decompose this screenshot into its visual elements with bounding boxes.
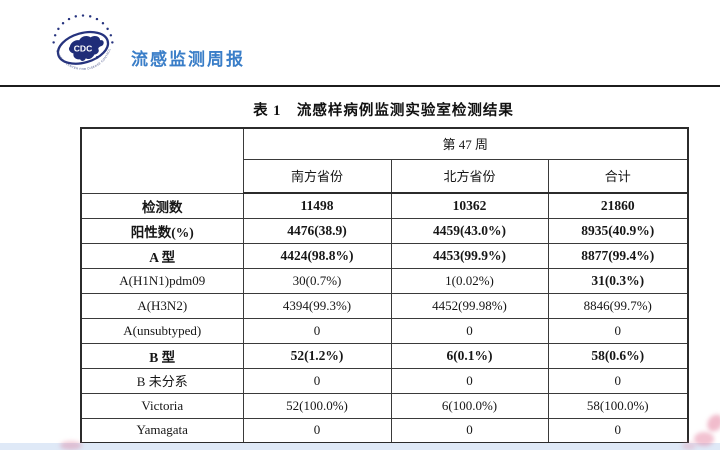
cell-value: 0 (390, 367, 549, 394)
row-label: Yamagata (80, 417, 244, 444)
cell-value: 52(100.0%) (242, 392, 392, 419)
page-title: 流感监测周报 (131, 50, 245, 69)
cell-value: 58(0.6%) (547, 342, 689, 369)
cell-value: 0 (242, 317, 392, 344)
cell-value: 1(0.02%) (390, 267, 549, 294)
row-label: A(H1N1)pdm09 (80, 267, 244, 294)
cell-value: 8877(99.4%) (547, 242, 689, 269)
cell-value: 11498 (242, 192, 392, 219)
cell-value: 4453(99.9%) (390, 242, 549, 269)
table-row: B 未分系 0 0 0 (80, 367, 689, 394)
cell-value: 4394(99.3%) (242, 292, 392, 319)
cell-value: 0 (390, 317, 549, 344)
cdc-logo-icon: CDC CHINESE CENTER FOR DISEASE CONTROL A… (44, 4, 114, 71)
pink-smudge-right (704, 411, 720, 435)
cell-value: 0 (547, 417, 689, 444)
header-divider (0, 85, 720, 87)
week-header-cell: 第 47 周 (242, 127, 689, 160)
table-row: B 型 52(1.2%) 6(0.1%) 58(0.6%) (80, 342, 689, 369)
row-label: B 型 (80, 342, 244, 369)
cell-value: 6(0.1%) (390, 342, 549, 369)
column-header-south: 南方省份 (242, 158, 392, 194)
cell-value: 4452(99.98%) (390, 292, 549, 319)
cell-value: 58(100.0%) (547, 392, 689, 419)
cdc-logo-text: CDC (74, 44, 93, 54)
table-row: A(H1N1)pdm09 30(0.7%) 1(0.02%) 31(0.3%) (80, 267, 689, 294)
cell-value: 21860 (547, 192, 689, 219)
cdc-ring-text: CHINESE CENTER FOR DISEASE CONTROL AND P… (45, 7, 112, 71)
bottom-strip (0, 443, 720, 450)
cell-value: 4476(38.9) (242, 217, 392, 244)
cell-value: 30(0.7%) (242, 267, 392, 294)
row-label: A(unsubtyped) (80, 317, 244, 344)
cell-value: 0 (547, 367, 689, 394)
cell-value: 31(0.3%) (547, 267, 689, 294)
column-header-total: 合计 (547, 158, 689, 194)
cell-value: 10362 (390, 192, 549, 219)
table-caption: 表 1 流感样病例监测实验室检测结果 (253, 103, 514, 119)
table-row: Yamagata 0 0 0 (80, 417, 689, 444)
row-label: B 未分系 (80, 367, 244, 394)
pink-smudge-left (60, 441, 82, 450)
cell-value: 4459(43.0%) (390, 217, 549, 244)
cell-value: 8935(40.9%) (547, 217, 689, 244)
cell-value: 4424(98.8%) (242, 242, 392, 269)
table-body: 检测数 11498 10362 21860 阳性数(%) 4476(38.9) 4459(4… (80, 192, 689, 444)
cell-value: 0 (242, 417, 392, 444)
column-header-row: 南方省份 北方省份 合计 (81, 158, 689, 194)
cdc-logo: CDC CHINESE CENTER FOR DISEASE CONTROL A… (44, 4, 121, 83)
cell-value: 52(1.2%) (242, 342, 392, 369)
results-table: 第 47 周 南方省份 北方省份 合计 检测数 11498 10362 21860 阳性… (80, 127, 690, 444)
week-header-row: 第 47 周 (80, 127, 689, 194)
column-header-north: 北方省份 (390, 158, 549, 194)
cell-value: 0 (547, 317, 689, 344)
pink-smudge-right (682, 442, 696, 450)
table-row: Victoria 52(100.0%) 6(100.0%) 58(100.0%) (80, 392, 689, 419)
row-label: Victoria (80, 392, 244, 419)
table-row: A 型 4424(98.8%) 4453(99.9%) 8877(99.4%) (80, 242, 689, 269)
cell-value: 0 (242, 367, 392, 394)
table-row: 阳性数(%) 4476(38.9) 4459(43.0%) 8935(40.9%) (80, 217, 689, 244)
row-label: A 型 (80, 242, 244, 269)
cell-value: 0 (390, 417, 549, 444)
cell-value: 8846(99.7%) (547, 292, 689, 319)
corner-cell (80, 127, 244, 194)
pink-smudge-right (694, 432, 714, 446)
row-label: A(H3N2) (80, 292, 244, 319)
table-row: 检测数 11498 10362 21860 (80, 192, 689, 219)
cell-value: 6(100.0%) (390, 392, 549, 419)
table-row: A(unsubtyped) 0 0 0 (80, 317, 689, 344)
row-label: 阳性数(%) (80, 217, 244, 244)
row-label: 检测数 (80, 192, 244, 219)
table-row: A(H3N2) 4394(99.3%) 4452(99.98%) 8846(99.7%… (80, 292, 689, 319)
